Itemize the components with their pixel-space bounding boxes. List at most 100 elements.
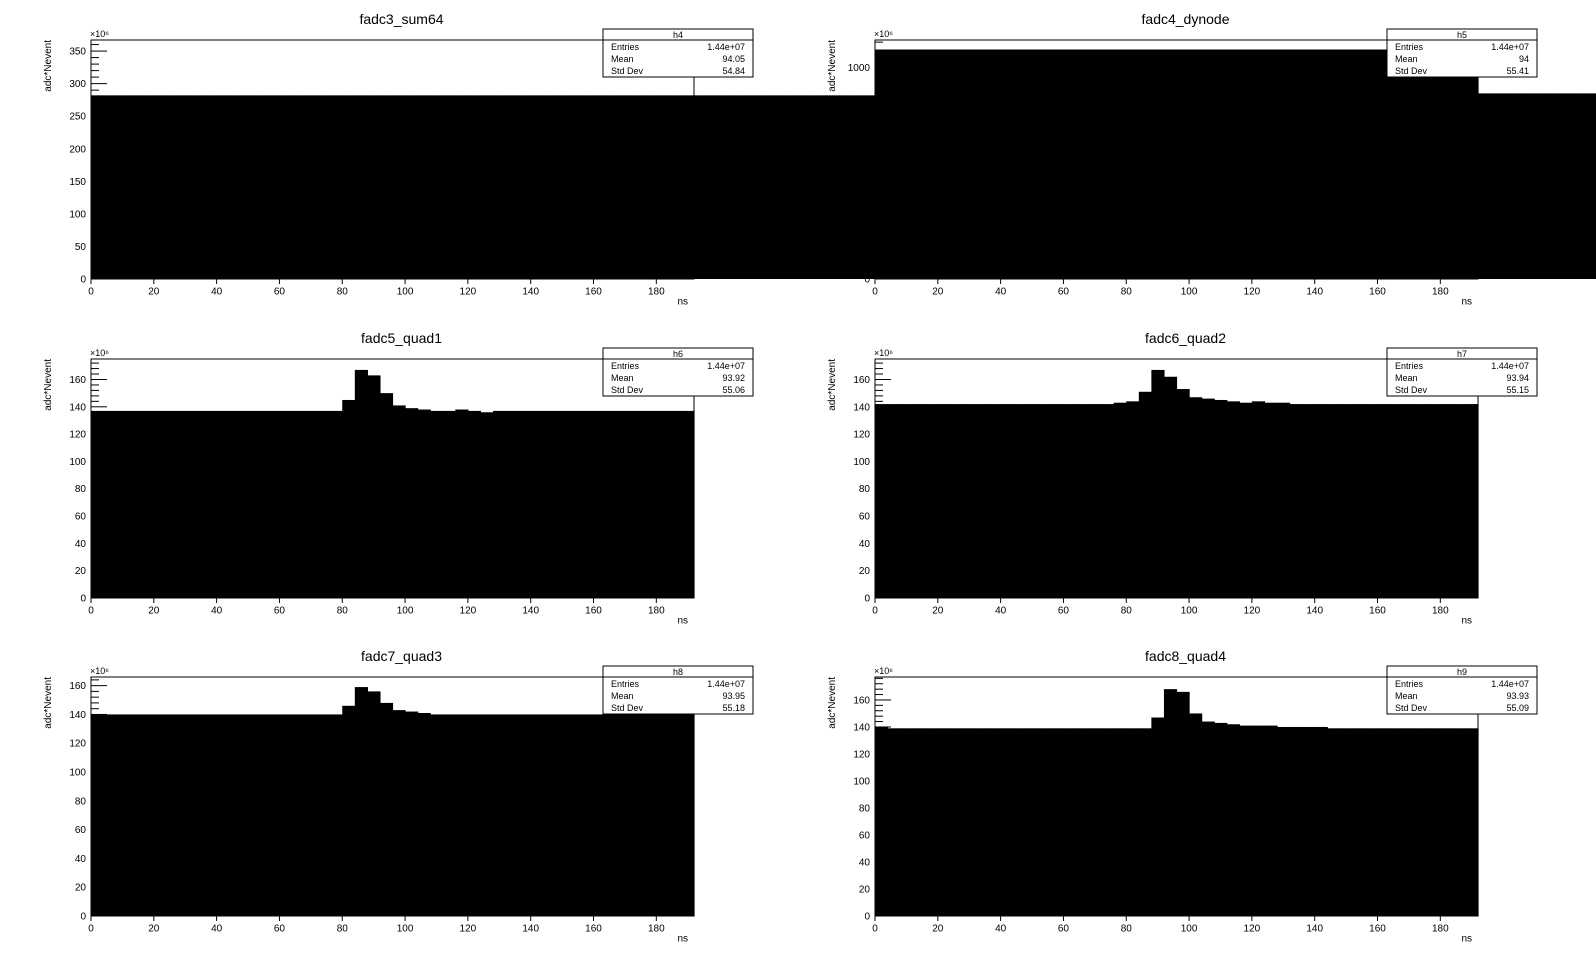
histogram-bar [430, 410, 444, 598]
histogram-bar [580, 714, 595, 916]
x-tick-label: 0 [872, 605, 878, 616]
histogram-bar [1327, 404, 1341, 598]
histogram-bar [266, 95, 281, 280]
histogram-pad: fadc6_quad2 0 20 40 60 80 100 120 140 160 180 ns 0 20… [827, 330, 1538, 626]
histogram-bar [241, 95, 255, 280]
histogram-bar [467, 95, 482, 280]
histogram-bar [606, 714, 620, 916]
histogram-bar [1138, 391, 1152, 598]
histogram-bar [1302, 726, 1316, 916]
histogram-bar [1440, 728, 1454, 916]
x-tick-label: 60 [274, 605, 286, 616]
histogram-bar [1277, 726, 1291, 916]
y-tick-label: 40 [75, 854, 87, 865]
histogram-bar [950, 49, 964, 279]
histogram-bar [1226, 724, 1240, 916]
histogram-bar [1573, 93, 1587, 279]
y-tick-label: 80 [75, 484, 87, 495]
histogram-bar [1013, 49, 1027, 279]
y-axis-label: adc*Nevent [43, 359, 54, 411]
x-tick-label: 40 [211, 605, 223, 616]
histogram-bar [153, 714, 167, 916]
y-tick-label: 800 [853, 105, 870, 116]
histogram-bar [937, 728, 951, 916]
histogram-bar [1176, 49, 1190, 279]
histogram-bar [568, 95, 582, 280]
histogram-bar [900, 404, 914, 598]
histogram-bar [1415, 49, 1429, 279]
x-tick-label: 180 [648, 605, 665, 616]
histogram-bar [668, 95, 683, 280]
histogram-bar [266, 714, 281, 916]
y-tick-label: 600 [853, 148, 870, 159]
chart-title: fadc3_sum64 [359, 11, 443, 27]
y-multiplier: ×10⁶ [90, 29, 109, 39]
histogram-bar [430, 95, 444, 280]
histogram-bar [417, 712, 431, 916]
histogram-bar [1025, 728, 1039, 916]
histogram-bar [216, 410, 230, 598]
histogram-bar [329, 410, 343, 598]
stats-entries-label: Entries [611, 42, 640, 52]
histogram-bar [1377, 728, 1391, 916]
x-tick-label: 20 [932, 286, 944, 297]
x-tick-label: 0 [872, 923, 878, 934]
histogram-bar [912, 49, 926, 279]
histogram-bar [618, 95, 632, 280]
histogram-bar [1000, 404, 1014, 598]
histogram-bar [91, 714, 105, 916]
x-tick-label: 180 [648, 286, 665, 297]
stats-mean-value: 93.93 [1506, 691, 1529, 701]
histogram-bar [304, 714, 318, 916]
stats-box-frame [1386, 665, 1538, 715]
chart-title: fadc8_quad4 [1145, 648, 1226, 664]
histogram-bar [342, 95, 356, 280]
histogram-bar [1189, 49, 1203, 279]
y-tick-label: 400 [853, 190, 870, 201]
histogram-bar [1402, 49, 1416, 279]
histogram-bar [480, 412, 494, 598]
histogram-bar [467, 410, 482, 598]
histogram-bar [543, 714, 557, 916]
histogram-bar [618, 714, 632, 916]
stats-box-frame [1386, 28, 1538, 78]
histogram-bar [832, 95, 846, 280]
histogram-bar [1364, 728, 1379, 916]
histogram-bar [1440, 404, 1454, 598]
x-tick-label: 60 [274, 286, 286, 297]
histogram-bar [937, 404, 951, 598]
histogram-bar [91, 410, 105, 598]
x-tick-label: 160 [585, 605, 602, 616]
histogram-bar [1364, 404, 1379, 598]
y-tick-label: 100 [69, 768, 86, 779]
y-tick-label: 140 [853, 722, 870, 733]
y-tick-label: 50 [75, 242, 87, 253]
histogram-bar [925, 728, 939, 916]
histogram-bar [379, 95, 394, 280]
stats-box-frame [1386, 347, 1538, 397]
histogram-bar [392, 405, 406, 598]
x-tick-label: 100 [397, 923, 414, 934]
histogram-pad: fadc7_quad3 0 20 40 60 80 100 120 140 160 180 ns 0 20… [43, 648, 754, 944]
histogram-bar [1113, 728, 1127, 916]
y-tick-label: 0 [80, 275, 86, 286]
histogram-bar [1138, 728, 1152, 916]
histogram-bar [279, 714, 293, 916]
histogram-bar [530, 410, 544, 598]
chart-title: fadc6_quad2 [1145, 330, 1226, 346]
histogram-bar [1339, 728, 1353, 916]
stats-box: h6 Entries 1.44e+07 Mean 93.92 Std Dev 55.06 [602, 347, 754, 397]
y-tick-label: 60 [859, 512, 871, 523]
histogram-bar [719, 95, 733, 280]
histogram-bar [354, 369, 368, 598]
histogram-bar [229, 95, 243, 280]
stats-mean-value: 94 [1519, 54, 1529, 64]
stats-box: h8 Entries 1.44e+07 Mean 93.95 Std Dev 55.18 [602, 665, 754, 715]
histogram-bar [1201, 721, 1215, 916]
histogram-bar [405, 711, 419, 916]
histogram-bar [1151, 717, 1165, 916]
y-tick-label: 150 [69, 177, 86, 188]
y-tick-label: 40 [859, 539, 871, 550]
stats-box: h4 Entries 1.44e+07 Mean 94.05 Std Dev 54.84 [602, 28, 754, 78]
y-tick-label: 200 [69, 144, 86, 155]
